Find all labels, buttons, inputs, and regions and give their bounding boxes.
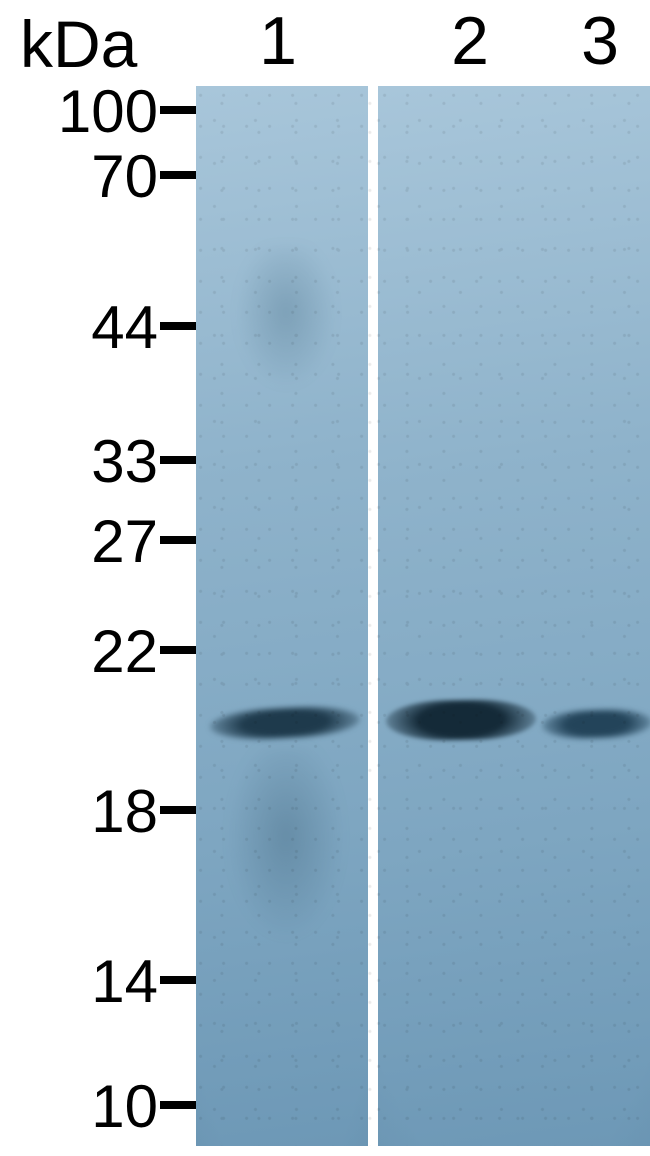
tick-mark-100	[160, 106, 196, 114]
panel-divider	[368, 86, 378, 1146]
axis-unit-label: kDa	[20, 6, 137, 82]
smear-2	[226, 246, 346, 466]
tick-label-33: 33	[0, 427, 158, 496]
tick-label-14: 14	[0, 947, 158, 1016]
western-blot-figure: kDa 1 23 10070 44 33 27 22 18 14 10	[0, 0, 650, 1156]
tick-mark-70	[160, 171, 196, 179]
smear-1	[216, 746, 356, 1046]
tick-label-70: 70	[0, 142, 158, 211]
tick-mark-18	[160, 806, 196, 814]
tick-label-44: 44	[0, 293, 158, 362]
lane-header-3: 3	[570, 2, 630, 80]
tick-label-100: 100	[0, 77, 158, 146]
lane-header-1: 1	[248, 2, 308, 80]
blot-area	[196, 86, 650, 1146]
lane-header-2: 2	[440, 2, 500, 80]
tick-label-18: 18	[0, 777, 158, 846]
tick-mark-44	[160, 322, 196, 330]
tick-mark-10	[160, 1101, 196, 1109]
tick-mark-22	[160, 646, 196, 654]
tick-mark-33	[160, 456, 196, 464]
tick-mark-27	[160, 536, 196, 544]
tick-label-22: 22	[0, 617, 158, 686]
membrane-panel-2	[378, 86, 650, 1146]
tick-label-27: 27	[0, 507, 158, 576]
tick-label-10: 10	[0, 1072, 158, 1141]
tick-mark-14	[160, 976, 196, 984]
